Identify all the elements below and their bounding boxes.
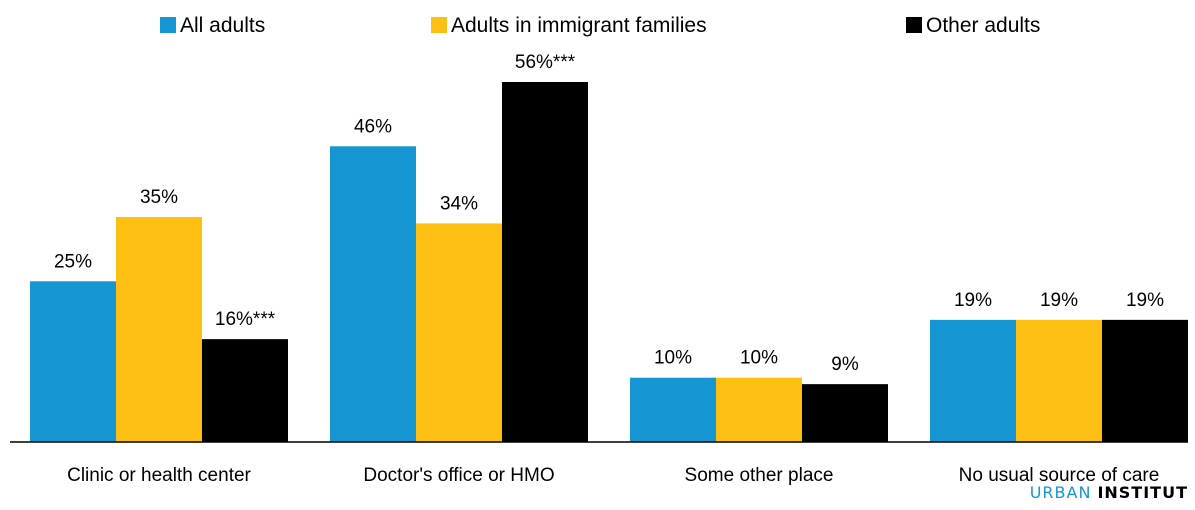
legend-item-other-adults: Other adults (906, 14, 1040, 37)
data-label-adults-in-immigrant-families-some-other-place: 10% (740, 348, 778, 369)
data-label-all-adults-some-other-place: 10% (654, 348, 692, 369)
category-label-some-other-place: Some other place (685, 465, 834, 486)
bar-adults-in-immigrant-families-some-other-place (716, 377, 802, 442)
bar-other-adults-no-usual-source-of-care (1102, 319, 1188, 442)
data-label-adults-in-immigrant-families-doctor-s-office-or-hmo: 34% (440, 193, 478, 214)
bar-all-adults-some-other-place (630, 377, 716, 442)
legend: All adults Adults in immigrant families Ot… (160, 14, 1040, 37)
data-label-other-adults-doctor-s-office-or-hmo: 56%*** (515, 52, 576, 73)
legend-swatch-adults-in-immigrant-families (431, 17, 447, 33)
bar-adults-in-immigrant-families-no-usual-source-of-care (1016, 319, 1102, 442)
data-label-all-adults-doctor-s-office-or-hmo: 46% (354, 116, 392, 137)
bar-adults-in-immigrant-families-doctor-s-office-or-hmo (416, 223, 502, 442)
legend-label-adults-in-immigrant-families: Adults in immigrant families (451, 14, 707, 37)
legend-label-all-adults: All adults (180, 14, 265, 37)
category-label-clinic-or-health-center: Clinic or health center (67, 465, 251, 486)
bar-adults-in-immigrant-families-clinic-or-health-center (116, 217, 202, 442)
legend-swatch-all-adults (160, 17, 176, 33)
legend-item-adults-in-immigrant-families: Adults in immigrant families (431, 14, 707, 37)
legend-item-all-adults: All adults (160, 14, 265, 37)
data-label-other-adults-clinic-or-health-center: 16%*** (215, 309, 276, 330)
bar-other-adults-clinic-or-health-center (202, 339, 288, 442)
data-label-other-adults-no-usual-source-of-care: 19% (1126, 290, 1164, 311)
brand-urban: URBAN (1030, 483, 1092, 502)
category-labels: Clinic or health center Doctor's office o… (67, 465, 1159, 486)
bar-all-adults-no-usual-source-of-care (930, 319, 1016, 442)
data-label-other-adults-some-other-place: 9% (831, 354, 859, 375)
legend-label-other-adults: Other adults (926, 14, 1040, 37)
bar-other-adults-some-other-place (802, 384, 888, 442)
legend-swatch-other-adults (906, 17, 922, 33)
data-label-adults-in-immigrant-families-clinic-or-health-center: 35% (140, 187, 178, 208)
data-label-all-adults-no-usual-source-of-care: 19% (954, 290, 992, 311)
data-labels: 25% 35% 16%*** 46% 34% 56%*** 10% 10% 9% 19% 19% 19… (54, 52, 1164, 375)
bar-all-adults-clinic-or-health-center (30, 281, 116, 442)
brand-institute: INSTITUT (1097, 483, 1188, 502)
brand-logo: URBAN INSTITUT (1030, 483, 1188, 502)
data-label-all-adults-clinic-or-health-center: 25% (54, 251, 92, 272)
category-label-no-usual-source-of-care: No usual source of care (959, 465, 1160, 486)
bars (30, 82, 1188, 443)
data-label-adults-in-immigrant-families-no-usual-source-of-care: 19% (1040, 290, 1078, 311)
bar-all-adults-doctor-s-office-or-hmo (330, 146, 416, 443)
category-label-doctor-s-office-or-hmo: Doctor's office or HMO (363, 465, 554, 486)
bar-other-adults-doctor-s-office-or-hmo (502, 82, 588, 442)
